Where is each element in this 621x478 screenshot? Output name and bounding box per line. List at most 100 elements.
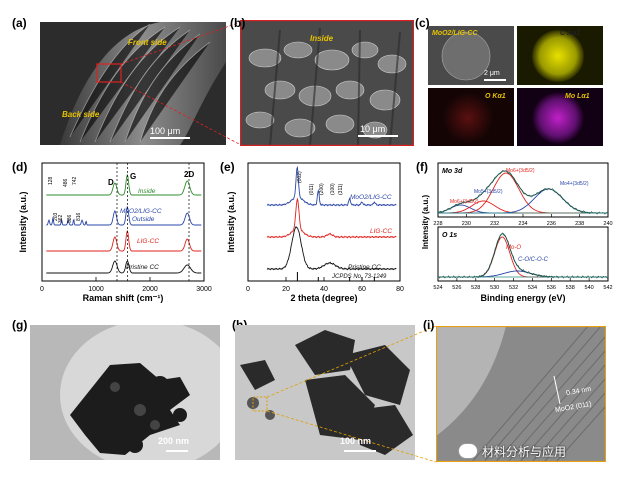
panel-a-scale-bar — [150, 137, 190, 139]
panel-d-letter: (d) — [12, 160, 28, 174]
xps-label-c-o: C-O/C-O-C — [518, 257, 549, 263]
raman-x-tick-label: 0 — [40, 286, 44, 293]
raman-x-tick-label: 1000 — [88, 286, 104, 293]
xps-x-tick-label: 232 — [490, 221, 499, 227]
panel-i-hrtem-image — [436, 326, 606, 462]
xps-x-tick-label: 528 — [471, 285, 480, 291]
raman-band-label-2d: 2D — [184, 170, 194, 179]
xps-x-tick-label: 526 — [452, 285, 461, 291]
xps-x-axis-label: Binding energy (eV) — [480, 293, 565, 303]
panel-a-letter: (a) — [12, 16, 27, 30]
raman-series-label-pristine: Pristine CC — [126, 264, 159, 271]
raman-series-label-inside: Inside — [138, 188, 156, 195]
xps-x-tick-label: 542 — [603, 285, 612, 291]
xps-raw-data — [437, 170, 608, 215]
raman-series-label-lig: LIG-CC — [137, 238, 159, 245]
xrd-series-label-jcpds: JCPDS No. 73-1249 — [331, 274, 387, 280]
panel-f-letter: (f) — [416, 160, 428, 174]
raman-peak-label: 128 — [48, 176, 54, 185]
raman-plot-frame — [41, 162, 205, 282]
panel-h-scale-bar — [344, 450, 376, 452]
xrd-series-line — [266, 165, 397, 207]
xps-o1s-frame — [437, 226, 609, 282]
panel-d-raman-chart: D G 2D 128 203 362 486 586 742 816 Insid… — [18, 162, 212, 303]
raman-peak-label: 586 — [67, 214, 73, 223]
xps-label-mo6-32: Mo6+(3d3/2) — [450, 199, 479, 205]
panel-a-scale-label: 100 μm — [150, 126, 181, 136]
panel-a-back-label: Back side — [62, 110, 100, 119]
eds-map-title-molybdenum: Mo Lα1 — [565, 93, 590, 100]
xrd-series-label-moo2: MoO2/LIG-CC — [350, 194, 392, 201]
xps-label-mo-o: Mo-O — [506, 245, 521, 251]
xps-y-axis-label: Intensity (a.u.) — [421, 195, 430, 250]
panel-g-tem-image — [30, 325, 220, 460]
xps-x-tick-label: 228 — [433, 221, 442, 227]
raman-series-line — [46, 205, 202, 226]
panel-f-xps-chart: Mo 3d O 1s Mo6+(3d5/2) Mo5+(3d5/2) Mo6+(… — [421, 162, 613, 303]
raman-series-line — [46, 173, 202, 196]
raman-peak-label: 362 — [58, 214, 64, 223]
xrd-peak-label: (200) — [319, 183, 325, 195]
xps-mo3d-title: Mo 3d — [442, 168, 463, 175]
panel-g-letter: (g) — [12, 318, 28, 332]
xps-x-tick-label: 236 — [547, 221, 556, 227]
eds-map-title-composite: MoO2/LIG-CC — [432, 30, 478, 37]
raman-series-line — [46, 260, 202, 274]
panel-g-scale-label: 200 nm — [158, 436, 190, 446]
eds-map-title-oxygen: O Kα1 — [485, 93, 506, 100]
xrd-x-tick-label: 60 — [358, 286, 366, 293]
xps-label-mo5: Mo5+(3d5/2) — [474, 189, 503, 195]
raman-x-axis-label: Raman shift (cm⁻¹) — [83, 293, 164, 303]
panel-b-letter: (b) — [230, 16, 246, 30]
xps-x-tick-label: 234 — [518, 221, 527, 227]
panel-h-tem-image — [235, 325, 415, 460]
xrd-peak-label: (100) — [330, 183, 336, 195]
xps-x-tick-label: 536 — [547, 285, 556, 291]
raman-peak-label: 742 — [72, 176, 78, 185]
panel-c-scale-label: 2 μm — [484, 70, 500, 77]
xps-x-tick-label: 240 — [603, 221, 612, 227]
xps-x-tick-label: 538 — [566, 285, 575, 291]
panel-b-inside-label: Inside — [310, 34, 334, 43]
xrd-x-tick-label: 0 — [246, 286, 250, 293]
xps-x-tick-label: 532 — [509, 285, 518, 291]
xps-x-tick-label: 238 — [575, 221, 584, 227]
panel-e-letter: (e) — [220, 160, 235, 174]
raman-series-label-moo2: MoO2/LIG-CC — [120, 208, 162, 215]
raman-y-axis-label: Intensity (a.u.) — [18, 191, 28, 252]
panel-e-xrd-chart: (002) (011) (200) (100) (311) MoO2/LIG-C… — [226, 162, 404, 303]
panel-g-scale-bar — [166, 450, 188, 452]
xrd-peak-label: (311) — [338, 183, 344, 195]
xps-x-tick-label: 534 — [528, 285, 537, 291]
panel-b-scale-label: 10 μm — [360, 124, 386, 134]
panel-a-sem-image — [40, 22, 226, 145]
panel-i-letter: (i) — [423, 318, 435, 332]
raman-series-label-outside: Outside — [132, 216, 155, 223]
xps-x-tick-label: 530 — [490, 285, 499, 291]
xps-o1s-title: O 1s — [442, 232, 457, 239]
xrd-series-label-lig: LIG-CC — [370, 228, 392, 235]
xrd-peak-label: (002) — [297, 171, 303, 183]
xrd-x-tick-label: 80 — [396, 286, 404, 293]
xrd-series-line — [266, 226, 397, 271]
raman-peak-label: 486 — [63, 178, 69, 187]
panel-h-scale-label: 100 nm — [340, 436, 372, 446]
xps-x-tick-label: 524 — [433, 285, 442, 291]
xrd-peak-label: (011) — [309, 183, 315, 195]
xrd-y-axis-label: Intensity (a.u.) — [226, 191, 236, 252]
raman-band-label-d: D — [108, 178, 114, 187]
panel-c-scale-bar — [484, 79, 506, 81]
xps-label-mo4: Mo4+(3d5/2) — [560, 181, 589, 187]
watermark-text: 材料分析与应用 — [482, 444, 567, 459]
xps-x-tick-label: 230 — [462, 221, 471, 227]
xps-x-tick-label: 540 — [585, 285, 594, 291]
xrd-x-tick-label: 20 — [282, 286, 290, 293]
eds-map-title-carbon: C Kα1 — [560, 30, 581, 37]
raman-x-tick-label: 3000 — [196, 286, 212, 293]
raman-peak-label: 816 — [76, 212, 82, 221]
raman-x-tick-label: 2000 — [142, 286, 158, 293]
panel-a-front-label: Front side — [128, 38, 167, 47]
xps-label-mo6-52: Mo6+(3d5/2) — [506, 168, 535, 174]
